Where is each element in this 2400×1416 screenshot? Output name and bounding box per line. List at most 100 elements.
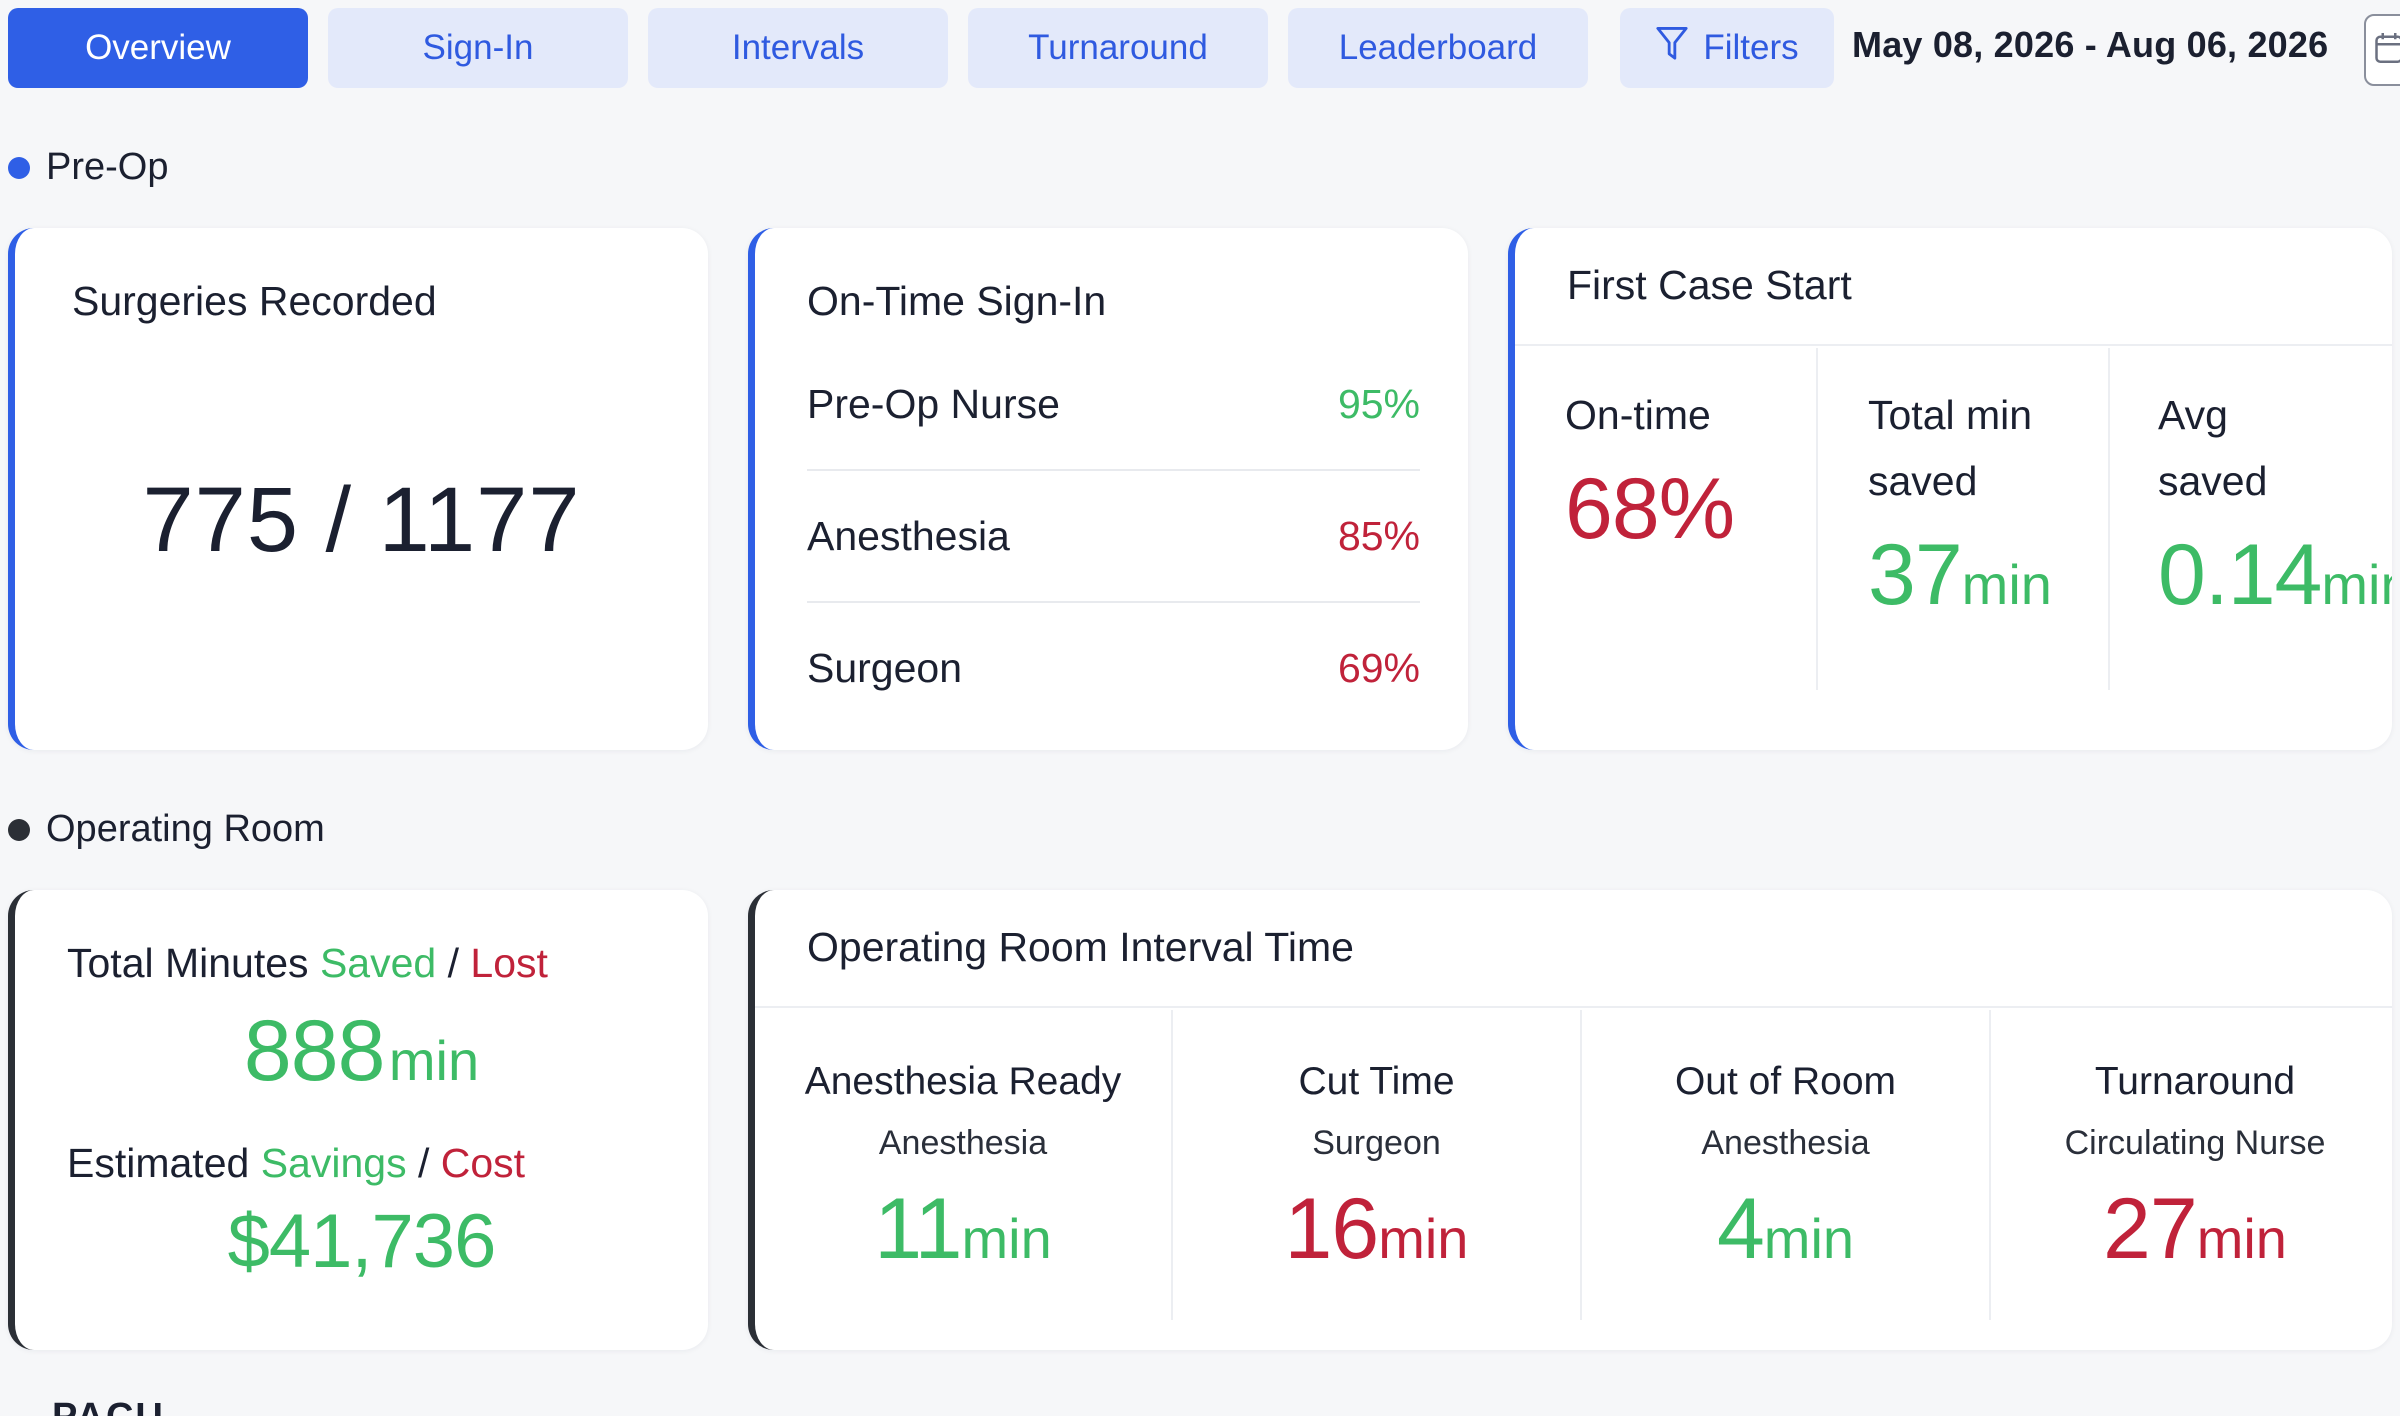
label-sep: /	[436, 940, 471, 986]
metric-label: Avg saved	[2158, 382, 2267, 514]
sign-in-row-label: Surgeon	[807, 644, 963, 691]
interval-role: Anesthesia	[878, 1124, 1048, 1162]
surgeries-recorded-card: Surgeries Recorded 775 / 1177	[8, 228, 708, 750]
estimated-savings-value: $41,736	[15, 1198, 708, 1285]
sign-in-row-pre-op-nurse: Pre-Op Nurse 95%	[807, 338, 1420, 470]
label-text: Total Minutes	[67, 940, 320, 986]
minutes-saved-label: Total Minutes Saved / Lost	[67, 940, 548, 987]
unit: min	[1763, 1207, 1855, 1270]
tab-turnaround[interactable]: Turnaround	[968, 8, 1268, 88]
sign-in-row-label: Pre-Op Nurse	[807, 380, 1060, 427]
metric-label: Total min saved	[1868, 382, 2032, 514]
filters-button[interactable]: Filters	[1620, 8, 1834, 88]
unit: min	[388, 1029, 480, 1092]
interval-cut-time: Cut Time Surgeon 16min	[1171, 1010, 1580, 1320]
section-dot	[8, 156, 30, 179]
filters-label: Filters	[1703, 28, 1799, 67]
avg-saved-metric: Avg saved 0.14min	[2108, 348, 2392, 690]
metric-value: 0.14min	[2158, 526, 2392, 625]
label-bad: Lost	[470, 940, 548, 986]
label-bad: Cost	[440, 1140, 526, 1186]
total-saved-value: 37	[1868, 527, 1963, 623]
section-title: Pre-Op	[46, 146, 169, 188]
section-operating-room: Operating Room	[8, 808, 325, 851]
interval-anesthesia-ready: Anesthesia Ready Anesthesia 11min	[755, 1010, 1171, 1320]
unit: min	[2321, 553, 2392, 616]
interval-value: 27min	[1991, 1180, 2392, 1279]
tab-intervals[interactable]: Intervals	[648, 8, 948, 88]
interval-role: Circulating Nurse	[2064, 1124, 2326, 1162]
funnel-icon	[1655, 25, 1689, 72]
metric-label-line: saved	[2158, 458, 2268, 504]
minutes-saved-card: Total Minutes Saved / Lost 888 min Estim…	[8, 890, 708, 1350]
metric-label-line: Total min	[1868, 392, 2033, 438]
label-text: Estimated	[67, 1140, 261, 1186]
unit: min	[1961, 553, 2052, 616]
interval-out-of-room: Out of Room Anesthesia 4min	[1580, 1010, 1989, 1320]
tab-sign-in[interactable]: Sign-In	[328, 8, 628, 88]
sign-in-row-anesthesia: Anesthesia 85%	[807, 470, 1420, 602]
tab-overview[interactable]: Overview	[8, 8, 308, 88]
interval-number: 11	[874, 1181, 962, 1277]
minutes-saved-value: 888 min	[15, 1002, 708, 1101]
section-dot	[8, 818, 30, 841]
card-title: Surgeries Recorded	[72, 278, 437, 324]
estimated-savings-label: Estimated Savings / Cost	[67, 1140, 525, 1187]
metric-label-line: saved	[1868, 458, 1978, 504]
avg-saved-value: 0.14	[2158, 527, 2322, 623]
unit: min	[1378, 1207, 1469, 1270]
card-title: Operating Room Interval Time	[807, 924, 1354, 970]
card-header: First Case Start	[1515, 228, 2392, 346]
interval-number: 16	[1284, 1181, 1380, 1277]
or-interval-time-card: Operating Room Interval Time Anesthesia …	[748, 890, 2392, 1350]
interval-number: 4	[1716, 1181, 1765, 1277]
card-title: On-Time Sign-In	[807, 278, 1107, 324]
section-pre-op: Pre-Op	[8, 146, 168, 189]
sign-in-row-value: 85%	[1337, 512, 1420, 559]
interval-turnaround: Turnaround Circulating Nurse 27min	[1989, 1010, 2392, 1320]
tab-leaderboard[interactable]: Leaderboard	[1288, 8, 1588, 88]
section-title: Operating Room	[46, 808, 325, 850]
interval-value: 4min	[1582, 1180, 1989, 1279]
unit: min	[2196, 1207, 2287, 1270]
sign-in-row-label: Anesthesia	[807, 512, 1010, 559]
savings-value: $41,736	[227, 1199, 497, 1284]
metric-label-line: Avg	[2158, 392, 2228, 438]
sign-in-row-surgeon: Surgeon 69%	[807, 602, 1420, 734]
calendar-icon	[2374, 31, 2400, 70]
interval-role: Anesthesia	[1701, 1124, 1870, 1162]
on-time-sign-in-card: On-Time Sign-In Pre-Op Nurse 95% Anesthe…	[748, 228, 1468, 750]
section-pacu-title: PACU	[52, 1396, 165, 1416]
label-good: Saved	[319, 940, 437, 986]
first-case-start-card: First Case Start On-time 68% Total min s…	[1508, 228, 2392, 750]
sign-in-row-value: 69%	[1337, 644, 1420, 691]
metric-value: 37min	[1868, 526, 2052, 625]
metric-label: On-time	[1565, 392, 1711, 438]
interval-role: Surgeon	[1312, 1124, 1441, 1162]
interval-label: Out of Room	[1674, 1060, 1897, 1103]
interval-label: Cut Time	[1298, 1060, 1455, 1103]
interval-label: Turnaround	[2094, 1060, 2296, 1103]
unit: min	[961, 1207, 1052, 1270]
on-time-metric: On-time 68%	[1515, 348, 1816, 690]
card-title: First Case Start	[1567, 262, 1852, 308]
card-header: Operating Room Interval Time	[755, 890, 2392, 1008]
row-divider	[807, 601, 1420, 603]
total-min-saved-metric: Total min saved 37min	[1816, 348, 2108, 690]
tab-bar: Overview Sign-In Intervals Turnaround Le…	[8, 8, 1608, 88]
metric-value: 68%	[1565, 460, 1735, 559]
row-divider	[807, 469, 1420, 471]
sign-in-row-value: 95%	[1337, 380, 1420, 427]
interval-value: 16min	[1173, 1180, 1580, 1279]
label-good: Savings	[260, 1140, 407, 1186]
surgeries-recorded-value: 775 / 1177	[142, 469, 581, 571]
interval-value: 11min	[755, 1180, 1171, 1279]
minutes-value: 888	[243, 1003, 385, 1099]
date-range: May 08, 2026 - Aug 06, 2026	[1852, 24, 2329, 65]
calendar-button[interactable]	[2364, 14, 2400, 86]
label-sep: /	[406, 1140, 441, 1186]
on-time-value: 68%	[1565, 461, 1735, 557]
interval-number: 27	[2103, 1181, 2198, 1277]
interval-label: Anesthesia Ready	[804, 1060, 1122, 1103]
